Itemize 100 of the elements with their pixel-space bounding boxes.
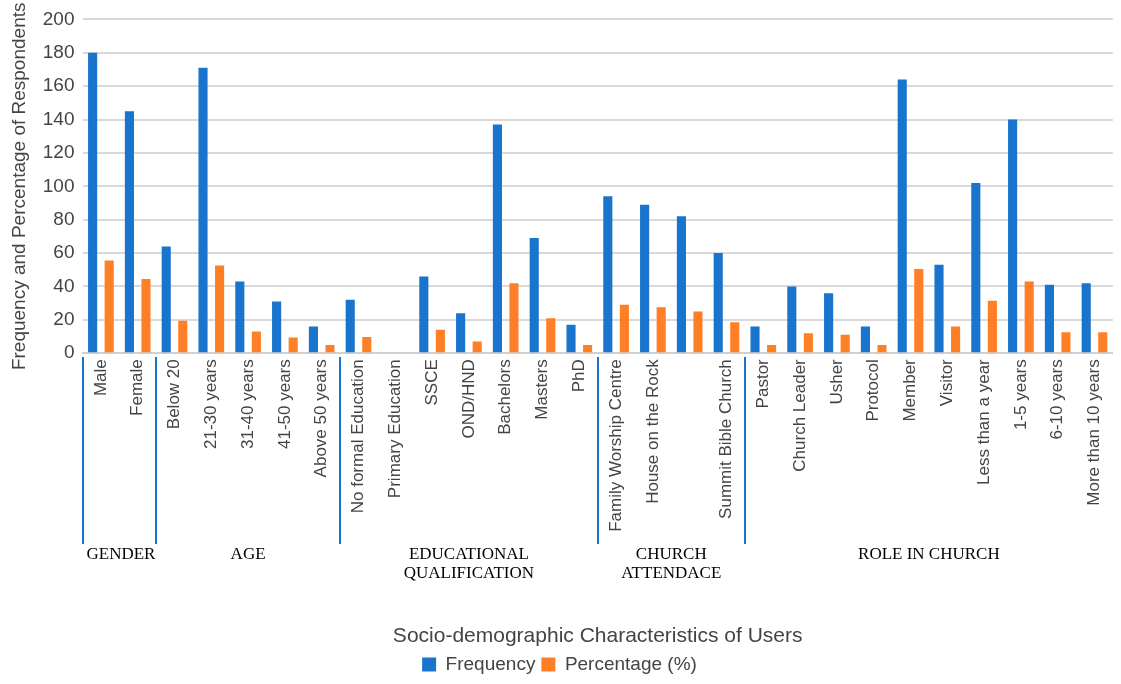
x-tick-label: House on the Rock bbox=[642, 358, 662, 504]
bar bbox=[345, 299, 355, 353]
bar bbox=[141, 278, 151, 353]
y-tick-label: 140 bbox=[42, 107, 75, 129]
y-tick-label: 120 bbox=[42, 141, 75, 163]
bar bbox=[1081, 283, 1091, 353]
x-tick-label: Bachelors bbox=[495, 359, 515, 435]
y-tick-label: 0 bbox=[63, 341, 75, 363]
x-tick-label: Male bbox=[90, 359, 110, 397]
bar bbox=[492, 124, 502, 353]
y-tick-label: 40 bbox=[53, 274, 75, 296]
text: AGE bbox=[229, 544, 267, 563]
bar bbox=[840, 334, 850, 353]
bar bbox=[824, 293, 834, 353]
bar bbox=[750, 326, 760, 353]
bar bbox=[88, 52, 98, 353]
x-tick-label: No formal Education bbox=[348, 359, 368, 514]
bar bbox=[640, 204, 650, 353]
bar bbox=[288, 337, 298, 353]
bar bbox=[676, 216, 686, 353]
text: EDUCATIONAL QUALIFICATION bbox=[402, 544, 536, 582]
x-tick-label: Church Leader bbox=[789, 358, 809, 472]
bar bbox=[215, 265, 225, 353]
x-tick-label: OND/HND bbox=[458, 359, 478, 439]
bar bbox=[877, 344, 887, 353]
bar bbox=[1024, 281, 1034, 353]
x-tick-label: 21-30 years bbox=[200, 359, 220, 450]
x-tick-label: Masters bbox=[532, 359, 552, 420]
bar bbox=[419, 276, 429, 353]
x-tick-label: SSCE bbox=[421, 359, 441, 406]
x-tick-label: Usher bbox=[826, 358, 846, 405]
bar bbox=[860, 326, 870, 353]
x-tick-label: 6-10 years bbox=[1047, 359, 1067, 440]
y-tick-label: 200 bbox=[42, 7, 75, 29]
y-tick-label: 20 bbox=[53, 308, 75, 330]
bar bbox=[914, 268, 924, 353]
y-tick-label: 100 bbox=[42, 174, 75, 196]
bar bbox=[124, 111, 134, 353]
bar bbox=[456, 313, 466, 353]
bar bbox=[198, 67, 208, 353]
bar bbox=[161, 246, 171, 353]
bar bbox=[619, 304, 629, 353]
bar bbox=[713, 253, 723, 353]
y-tick-label: 80 bbox=[53, 207, 75, 229]
bar bbox=[509, 283, 519, 353]
bar bbox=[693, 311, 703, 353]
x-tick-label: Primary Education bbox=[384, 359, 404, 499]
bar bbox=[308, 326, 318, 353]
x-tick-label: Visitor bbox=[936, 358, 956, 407]
x-axis-title: Socio-demographic Characteristics of Users bbox=[392, 623, 803, 647]
text: GENDER bbox=[86, 544, 156, 563]
legend-label: Frequency bbox=[445, 652, 536, 674]
text: ROLE IN CHURCH bbox=[857, 544, 1001, 563]
bar bbox=[787, 286, 797, 353]
x-tick-label: Above 50 years bbox=[311, 359, 331, 478]
text: CHURCH ATTENDACE bbox=[620, 544, 723, 582]
bar bbox=[583, 344, 593, 353]
bar bbox=[472, 341, 482, 353]
bar bbox=[951, 326, 961, 353]
x-tick-label: Family Worship Centre bbox=[605, 359, 625, 532]
bar bbox=[897, 79, 907, 353]
bar bbox=[435, 329, 445, 353]
x-tick-label: 31-40 years bbox=[237, 359, 257, 450]
bar bbox=[104, 260, 114, 353]
x-tick-label: 1-5 years bbox=[1010, 359, 1030, 431]
y-axis-title: Frequency and Percentage of Respondents bbox=[7, 2, 29, 371]
bar bbox=[178, 320, 188, 353]
bar bbox=[566, 324, 576, 353]
bar bbox=[1008, 119, 1018, 353]
bar bbox=[767, 344, 777, 353]
x-tick-label: Below 20 bbox=[164, 359, 184, 430]
legend-label: Percentage (%) bbox=[564, 652, 697, 674]
bar bbox=[1098, 332, 1108, 353]
x-tick-label: Member bbox=[900, 358, 920, 422]
bar bbox=[987, 300, 997, 353]
bar bbox=[1044, 284, 1054, 353]
x-tick-label: More than 10 years bbox=[1084, 359, 1104, 506]
bar bbox=[656, 307, 666, 353]
bar bbox=[803, 333, 813, 353]
y-tick-label: 60 bbox=[53, 241, 75, 263]
bar bbox=[971, 182, 981, 353]
x-tick-label: Female bbox=[127, 359, 147, 416]
x-tick-label: Summit Bible Church bbox=[716, 359, 736, 519]
bar bbox=[251, 331, 261, 353]
x-tick-label: Less than a year bbox=[973, 358, 993, 485]
y-tick-label: 180 bbox=[42, 41, 75, 63]
x-tick-label: Pastor bbox=[752, 358, 772, 409]
bar bbox=[1061, 332, 1071, 353]
x-tick-label: 41-50 years bbox=[274, 359, 294, 450]
bar bbox=[603, 196, 613, 353]
x-tick-label: PhD bbox=[568, 359, 588, 393]
bar bbox=[362, 336, 372, 353]
bar bbox=[934, 264, 944, 353]
bar bbox=[730, 322, 740, 353]
bar bbox=[325, 344, 335, 353]
bar bbox=[546, 318, 556, 353]
bar bbox=[529, 238, 539, 353]
bar bbox=[235, 281, 245, 353]
y-tick-label: 160 bbox=[42, 74, 75, 96]
bar bbox=[272, 301, 282, 353]
